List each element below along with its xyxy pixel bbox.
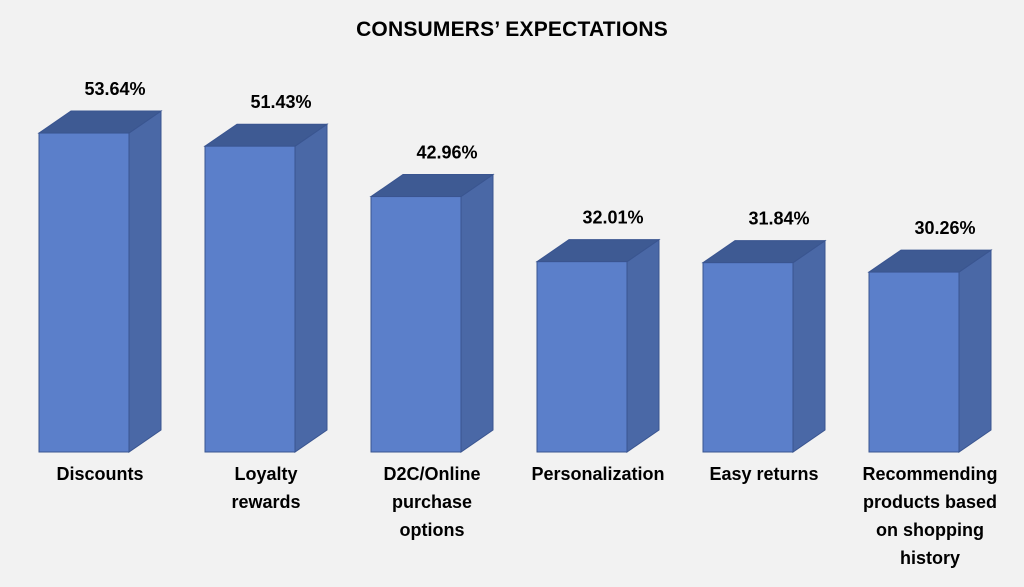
data-label: 30.26% (914, 218, 975, 238)
bar (535, 238, 661, 453)
category-label-line: history (899, 548, 960, 568)
category-label-line: Personalization (531, 464, 665, 484)
bar-side (460, 173, 494, 453)
bar-front (204, 145, 296, 453)
bar-side (958, 249, 992, 453)
category-label-line: on shopping (876, 520, 984, 540)
bar-side (626, 238, 660, 453)
category-label-line: D2C/Online (383, 464, 481, 484)
category-label-line: options (399, 520, 465, 540)
data-label: 42.96% (416, 143, 477, 163)
bar (867, 249, 993, 453)
category-label-line: Loyalty (234, 464, 298, 484)
bar (369, 173, 495, 453)
bar-side (294, 123, 328, 453)
category-label: Personalization (513, 460, 683, 488)
bar (37, 110, 163, 453)
data-label: 31.84% (748, 209, 809, 229)
chart-title: CONSUMERS’ EXPECTATIONS (356, 18, 668, 41)
category-label-line: Recommending (862, 464, 998, 484)
data-label: 53.64% (84, 79, 145, 99)
category-label-line: purchase (391, 492, 473, 512)
category-label-line: products based (862, 492, 998, 512)
bar (701, 239, 827, 453)
bar-front (702, 262, 794, 453)
bar (203, 123, 329, 453)
category-label-line: rewards (231, 492, 301, 512)
category-label-line: Easy returns (709, 464, 819, 484)
bar-front (868, 271, 960, 453)
bar-side (792, 239, 826, 453)
data-label: 32.01% (582, 208, 643, 228)
category-label: Discounts (15, 460, 185, 488)
data-label: 51.43% (250, 92, 311, 112)
bar-front (370, 196, 462, 453)
bar-side (128, 110, 162, 453)
bar-front (536, 261, 628, 453)
category-label: Recommending products based on shopping his… (845, 460, 1015, 572)
category-label: Easy returns (679, 460, 849, 488)
category-label: Loyalty rewards (181, 460, 351, 516)
category-label: D2C/Online purchase options (347, 460, 517, 544)
bar-front (38, 132, 130, 453)
category-label-line: Discounts (56, 464, 144, 484)
